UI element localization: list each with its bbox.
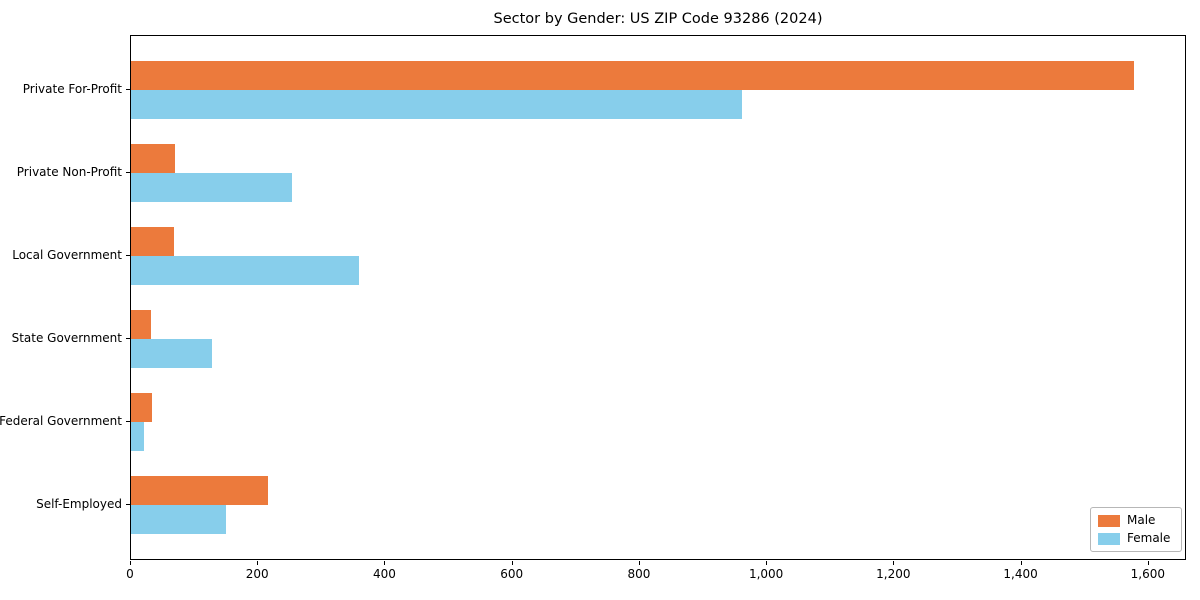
xtick-mark [638,561,640,565]
ytick-label: Private For-Profit [22,82,122,96]
xtick-mark [893,561,895,565]
ytick-mark [126,255,130,256]
bar-male-2 [131,144,175,173]
ytick-mark [126,172,130,173]
xtick-mark [1020,561,1022,565]
xtick-mark [511,561,513,565]
xtick-label: 0 [126,567,134,581]
xtick-label: 800 [627,567,651,581]
legend-entry-female: Female [1098,532,1173,545]
bar-female-3 [131,256,359,285]
ytick-label: Private Non-Profit [16,165,122,179]
bar-male-5 [131,393,152,422]
bar-female-2 [131,173,292,202]
ytick-label: Federal Government [0,414,122,428]
xtick-label: 1,000 [748,567,784,581]
legend-label-female: Female [1127,531,1171,545]
xtick-label: 1,600 [1130,567,1165,581]
xtick-mark [384,561,386,565]
xtick-label: 200 [245,567,269,581]
ytick-mark [126,338,130,339]
ytick-label: Local Government [12,248,122,262]
xtick-mark [766,561,768,565]
bar-female-6 [131,505,226,534]
bar-male-4 [131,310,151,339]
male-color-swatch [1098,514,1120,527]
xtick-mark [1147,561,1149,565]
ytick-mark [126,421,130,422]
bar-male-3 [131,227,175,256]
bar-male-1 [131,61,1135,90]
legend-label-male: Male [1127,513,1156,527]
xtick-label: 1,400 [1003,567,1038,581]
bar-female-5 [131,422,145,451]
legend: Male Female [1090,507,1182,552]
ytick-mark [126,504,130,505]
bar-female-4 [131,339,212,368]
plot-area [130,35,1186,560]
xtick-mark [130,561,131,565]
ytick-label: Self-Employed [36,497,122,511]
xtick-label: 600 [500,567,524,581]
ytick-label: State Government [11,331,122,345]
ytick-mark [126,89,130,90]
bar-female-1 [131,90,743,119]
bar-male-6 [131,476,269,505]
female-color-swatch [1098,532,1120,545]
xtick-label: 400 [373,567,396,581]
legend-entry-male: Male [1098,514,1173,527]
xtick-label: 1,200 [876,567,911,581]
chart-title: Sector by Gender: US ZIP Code 93286 (202… [493,11,823,27]
xtick-mark [257,561,259,565]
